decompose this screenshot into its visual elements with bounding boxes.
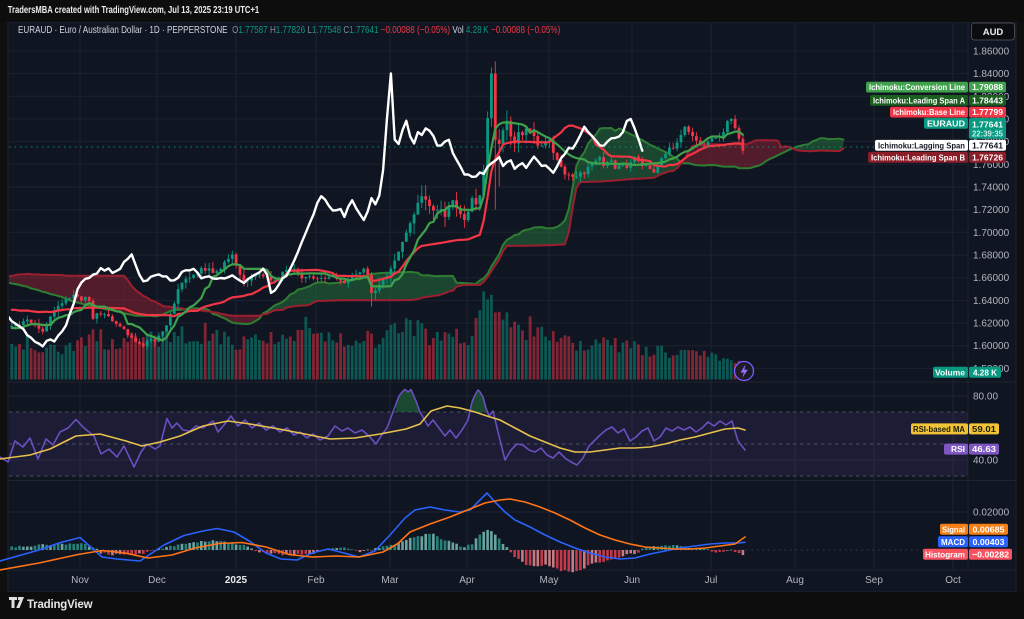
svg-text:Jul: Jul <box>705 575 718 586</box>
svg-text:1.60000: 1.60000 <box>973 341 1010 352</box>
svg-text:1.76000: 1.76000 <box>973 160 1010 171</box>
svg-text:AUD: AUD <box>983 27 1004 38</box>
svg-text:1.72000: 1.72000 <box>973 205 1010 216</box>
svg-text:22:39:35: 22:39:35 <box>972 130 1004 139</box>
svg-text:1.77641: 1.77641 <box>972 140 1003 150</box>
svg-text:Oct: Oct <box>945 575 961 586</box>
svg-text:0.02000: 0.02000 <box>973 508 1010 519</box>
svg-text:Apr: Apr <box>459 575 475 586</box>
svg-text:1.76726: 1.76726 <box>972 152 1003 162</box>
svg-text:1.84000: 1.84000 <box>973 69 1010 80</box>
svg-text:Ichimoku:Leading Span B: Ichimoku:Leading Span B <box>871 152 965 162</box>
svg-text:1.77641: 1.77641 <box>972 120 1003 130</box>
svg-text:1.78443: 1.78443 <box>972 96 1003 106</box>
svg-text:1.68000: 1.68000 <box>973 251 1010 262</box>
svg-text:Ichimoku:Conversion Line: Ichimoku:Conversion Line <box>869 82 965 92</box>
svg-text:1.62000: 1.62000 <box>973 319 1010 330</box>
svg-text:1.77799: 1.77799 <box>972 107 1003 117</box>
svg-text:RSI-based MA: RSI-based MA <box>913 424 965 434</box>
svg-text:Jun: Jun <box>624 575 640 586</box>
svg-text:1.74000: 1.74000 <box>973 183 1010 194</box>
svg-text:Ichimoku:Leading Span A: Ichimoku:Leading Span A <box>873 96 965 106</box>
svg-text:4.28 K: 4.28 K <box>973 367 998 377</box>
svg-text:Aug: Aug <box>786 575 804 586</box>
svg-text:Ichimoku:Lagging Span: Ichimoku:Lagging Span <box>878 140 965 150</box>
svg-text:Mar: Mar <box>381 575 399 586</box>
svg-text:Volume: Volume <box>935 367 965 377</box>
svg-text:Signal: Signal <box>942 524 965 534</box>
svg-text:Ichimoku:Base Line: Ichimoku:Base Line <box>893 107 965 117</box>
svg-text:May: May <box>540 575 559 586</box>
svg-text:Sep: Sep <box>865 575 883 586</box>
svg-text:−0.00282: −0.00282 <box>972 549 1009 559</box>
svg-text:46.63: 46.63 <box>972 444 996 454</box>
svg-text:EURAUD: EURAUD <box>927 118 965 128</box>
svg-text:0.00685: 0.00685 <box>973 524 1005 534</box>
svg-text:Histogram: Histogram <box>925 549 965 559</box>
svg-text:1.70000: 1.70000 <box>973 228 1010 239</box>
svg-text:40.00: 40.00 <box>973 456 998 467</box>
svg-text:1.86000: 1.86000 <box>973 46 1010 57</box>
svg-text:1.64000: 1.64000 <box>973 296 1010 307</box>
svg-text:1.66000: 1.66000 <box>973 273 1010 284</box>
svg-text:1.79088: 1.79088 <box>972 82 1003 92</box>
svg-text:59.01: 59.01 <box>972 424 996 434</box>
svg-text:0.00403: 0.00403 <box>973 537 1005 547</box>
svg-text:MACD: MACD <box>941 537 965 547</box>
svg-text:RSI: RSI <box>951 444 965 454</box>
svg-text:Nov: Nov <box>71 575 89 586</box>
svg-text:Dec: Dec <box>148 575 166 586</box>
svg-text:80.00: 80.00 <box>973 392 998 403</box>
svg-text:2025: 2025 <box>225 575 248 586</box>
svg-text:Feb: Feb <box>307 575 325 586</box>
